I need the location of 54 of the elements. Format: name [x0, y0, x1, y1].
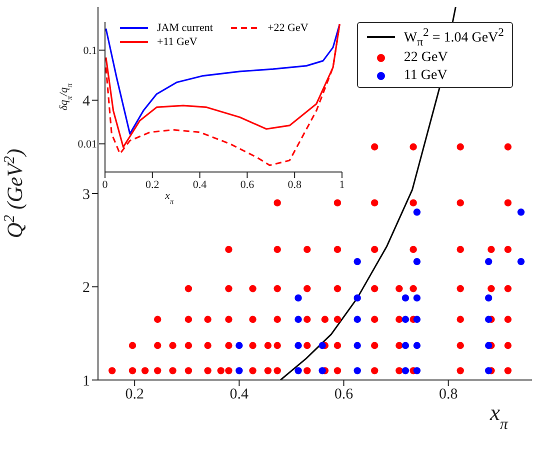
point [318, 367, 326, 374]
y-tick-label: 0.01 [78, 138, 97, 151]
legend-label: W$_{π}$$^{2}$ = 1.04 GeV$^{2}$ [404, 26, 504, 48]
legend-label: 11 GeV [404, 68, 448, 84]
point [354, 316, 361, 323]
point [485, 316, 492, 323]
point [354, 294, 361, 302]
x-axis-title: x$_{π}$ [164, 190, 175, 206]
y-tick-label: 0.1 [83, 45, 97, 58]
point [236, 342, 243, 350]
y-tick-label: 3 [82, 186, 90, 203]
legend-label: +22 GeV [268, 22, 308, 34]
point [402, 316, 410, 323]
y-tick-label: 2 [82, 280, 90, 296]
point [413, 342, 421, 350]
legend-label: JAM current [157, 22, 213, 34]
legend-label: 22 GeV [404, 50, 448, 66]
point [236, 367, 243, 374]
point [318, 342, 326, 350]
point [354, 258, 361, 266]
point [485, 367, 492, 374]
point [485, 294, 492, 302]
x-tick-label: 0.8 [288, 178, 302, 191]
point [402, 367, 410, 374]
point [413, 208, 421, 216]
x-tick-label: 0.4 [230, 386, 250, 403]
point [402, 294, 410, 302]
point [354, 342, 361, 350]
point [517, 258, 525, 266]
point [294, 294, 302, 302]
point [413, 367, 421, 374]
point [294, 367, 302, 374]
x-axis-title: x$_{π}$ [489, 400, 509, 432]
point [294, 316, 302, 323]
point [485, 258, 492, 266]
point [354, 367, 361, 374]
x-tick-label: 0.6 [334, 386, 354, 403]
y-tick-label: 1 [82, 373, 90, 390]
point [413, 258, 421, 266]
x-tick-label: 0 [102, 178, 108, 191]
point [413, 316, 421, 323]
x-tick-label: 1 [339, 178, 345, 191]
x-tick-label: 0.8 [438, 386, 458, 403]
y-tick-label: 4 [82, 94, 90, 110]
x-tick-label: 0.6 [240, 178, 255, 191]
x-tick-label: 0.2 [146, 178, 160, 191]
point [413, 294, 421, 302]
x-tick-label: 0.2 [125, 386, 144, 403]
x-tick-label: 0.4 [192, 178, 208, 191]
point [402, 342, 410, 350]
point [294, 342, 302, 350]
point [485, 342, 492, 350]
legend-label: +11 GeV [157, 36, 198, 48]
point [517, 208, 525, 216]
